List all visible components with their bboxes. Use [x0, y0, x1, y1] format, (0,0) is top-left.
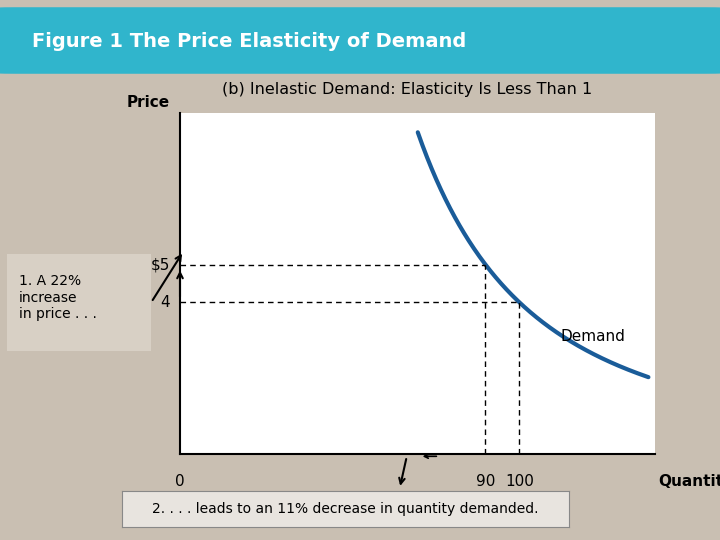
Text: 4: 4: [160, 295, 170, 310]
FancyBboxPatch shape: [0, 7, 720, 74]
Text: Quantity: Quantity: [659, 475, 720, 489]
Text: 0: 0: [175, 475, 185, 489]
Text: 2. . . . leads to an 11% decrease in quantity demanded.: 2. . . . leads to an 11% decrease in qua…: [153, 502, 539, 516]
Text: 100: 100: [505, 475, 534, 489]
Text: $5: $5: [150, 257, 170, 272]
Text: Price: Price: [127, 94, 170, 110]
Text: 1. A 22%
increase
in price . . .: 1. A 22% increase in price . . .: [19, 274, 96, 321]
Text: (b) Inelastic Demand: Elasticity Is Less Than 1: (b) Inelastic Demand: Elasticity Is Less…: [222, 82, 592, 97]
Text: Demand: Demand: [560, 329, 625, 344]
Text: Figure 1 The Price Elasticity of Demand: Figure 1 The Price Elasticity of Demand: [32, 32, 466, 51]
Text: 90: 90: [476, 475, 495, 489]
